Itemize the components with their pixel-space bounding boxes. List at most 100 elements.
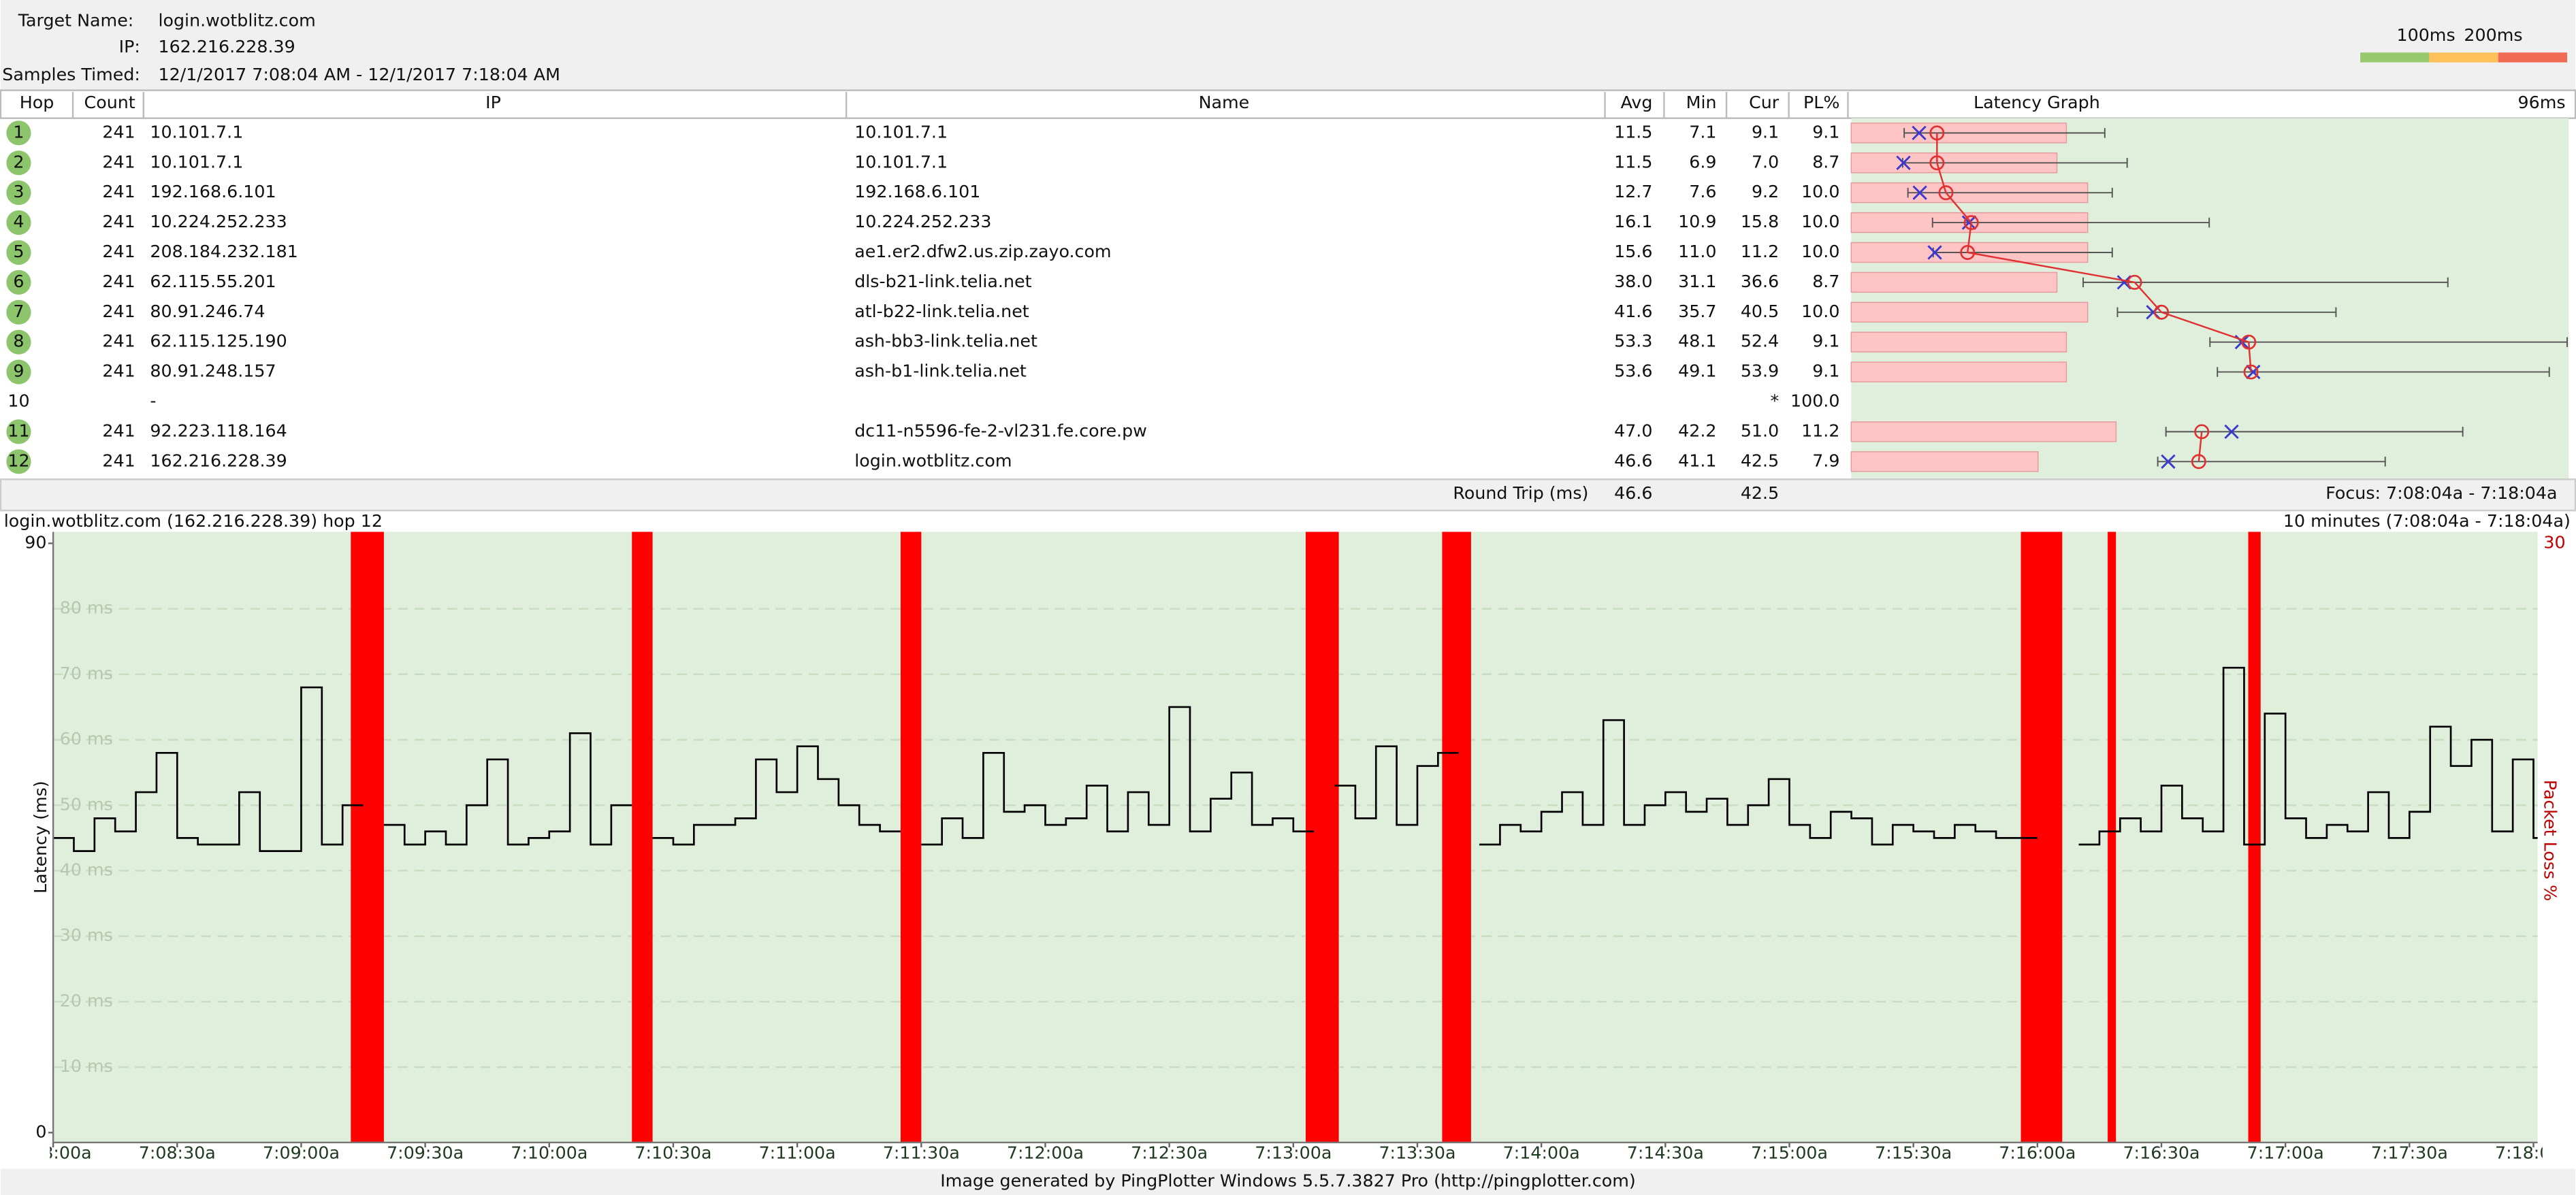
cell-count: 241 — [102, 241, 135, 261]
cell-avg: 15.6 — [1614, 241, 1652, 261]
cell-cur: 7.0 — [1752, 151, 1779, 171]
packet-loss-bar — [1850, 331, 2067, 353]
packet-loss-bar — [1850, 421, 2117, 442]
cell-avg: 47.0 — [1614, 420, 1652, 440]
packet-loss-bar — [1850, 451, 2039, 472]
cell-min: 35.7 — [1678, 301, 1716, 321]
cell-ip: 10.101.7.1 — [150, 121, 243, 142]
cell-cur: 36.6 — [1741, 271, 1779, 291]
cell-ip: 208.184.232.181 — [150, 241, 297, 261]
threshold-good — [2360, 52, 2430, 63]
chart-title: login.wotblitz.com (162.216.228.39) hop … — [4, 510, 383, 531]
column-header: Hop — [20, 92, 54, 112]
samples-range: 12/1/2017 7:08:04 AM - 12/1/2017 7:18:04… — [158, 64, 560, 84]
cell-min: 6.9 — [1689, 151, 1716, 171]
hop-badge — [6, 449, 31, 474]
x-tick-label: 7:11:00a — [759, 1143, 836, 1163]
cell-name: dc11-n5596-fe-2-vl231.fe.core.pw — [854, 420, 1147, 440]
cell-ip: 80.91.248.157 — [150, 361, 276, 381]
cell-name: ash-bb3-link.telia.net — [854, 331, 1037, 351]
x-tick-label: 7:13:00a — [1255, 1143, 1332, 1163]
cell-min: 31.1 — [1678, 271, 1716, 291]
cell-pl: 100.0 — [1790, 390, 1839, 410]
cell-name: atl-b22-link.telia.net — [854, 301, 1029, 321]
cell-name: login.wotblitz.com — [854, 450, 1012, 470]
graph-scale-label: 96ms — [2518, 92, 2566, 112]
cell-pl: 8.7 — [1812, 271, 1839, 291]
x-tick-label: 7:17:00a — [2247, 1143, 2324, 1163]
cell-pl: 9.1 — [1812, 361, 1839, 381]
x-tick-label: 7:08:30a — [139, 1143, 216, 1163]
chart-subtitle: 10 minutes (7:08:04a - 7:18:04a) — [2283, 510, 2571, 531]
threshold-label: 100ms — [2396, 24, 2455, 45]
column-header: Latency Graph — [1974, 92, 2100, 112]
hop-number: 2 — [13, 151, 24, 171]
cell-ip: 10.101.7.1 — [150, 151, 243, 171]
threshold-bad — [2498, 52, 2568, 63]
cur-marker — [1961, 215, 1977, 230]
y-tick-label: 20 ms — [60, 990, 113, 1011]
cell-min: 49.1 — [1678, 361, 1716, 381]
avg-marker — [2154, 304, 2170, 320]
hop-badge — [6, 210, 31, 235]
hop-number: 5 — [13, 241, 24, 261]
hop-badge — [6, 329, 31, 355]
y-tick-label: 0 — [35, 1121, 46, 1141]
hop-number: 6 — [13, 271, 24, 291]
table-header-bg — [0, 89, 2576, 119]
hop-number: 9 — [13, 361, 24, 381]
cell-ip: 62.115.125.190 — [150, 331, 287, 351]
hop-number: 7 — [13, 301, 24, 321]
x-tick-label: 7:16:30a — [2123, 1143, 2200, 1163]
cell-pl: 9.1 — [1812, 121, 1839, 142]
column-header: Avg — [1621, 92, 1653, 112]
threshold-warn — [2429, 52, 2498, 63]
packet-loss-bar — [2248, 531, 2261, 1143]
cell-cur: 51.0 — [1741, 420, 1779, 440]
hop-badge — [6, 269, 31, 295]
x-tick-label: 7:10:00a — [511, 1143, 587, 1163]
packet-loss-bar — [632, 531, 653, 1143]
x-tick-label: 7:13:30a — [1379, 1143, 1455, 1163]
cell-avg: 46.6 — [1614, 450, 1652, 470]
cell-cur: 9.2 — [1752, 181, 1779, 201]
target-ip: 162.216.228.39 — [158, 36, 295, 56]
x-tick-label: 7:12:00a — [1007, 1143, 1084, 1163]
hop-badge — [6, 120, 31, 146]
avg-marker — [2191, 454, 2206, 470]
footer: Image generated by PingPlotter Windows 5… — [940, 1171, 1636, 1191]
cell-cur: 15.8 — [1741, 211, 1779, 231]
cell-count: 241 — [102, 121, 135, 142]
x-tick-label: 7:10:30a — [634, 1143, 711, 1163]
hop-number: 10 — [7, 390, 29, 410]
hop-number: 3 — [13, 181, 24, 201]
hop-number: 11 — [7, 420, 29, 440]
hop-number: 1 — [13, 121, 24, 142]
x-tick-label: 7:11:30a — [883, 1143, 960, 1163]
cell-name: ae1.er2.dfw2.us.zip.zayo.com — [854, 241, 1111, 261]
cell-pl: 11.2 — [1801, 420, 1839, 440]
footer-bg — [0, 1168, 2576, 1195]
round-trip-label: Round Trip (ms) — [1453, 482, 1588, 503]
x-tick-label: 7:09:00a — [263, 1143, 340, 1163]
cell-avg: 11.5 — [1614, 121, 1652, 142]
cell-cur: * — [1771, 390, 1780, 410]
cell-count: 241 — [102, 450, 135, 470]
avg-marker — [2194, 424, 2210, 440]
cell-name: 10.101.7.1 — [854, 121, 948, 142]
packet-loss-bar — [1306, 531, 1339, 1143]
latency-line — [53, 666, 2538, 852]
hop-number: 8 — [13, 331, 24, 351]
avg-marker — [1963, 215, 1979, 231]
avg-marker — [2127, 274, 2142, 290]
column-header: PL% — [1803, 92, 1839, 112]
avg-marker — [1960, 245, 1976, 260]
cell-pl: 7.9 — [1812, 450, 1839, 470]
cell-pl: 9.1 — [1812, 331, 1839, 351]
hop-number: 4 — [13, 211, 24, 231]
column-header: Cur — [1749, 92, 1780, 112]
avg-marker — [1929, 155, 1945, 171]
cell-count: 241 — [102, 211, 135, 231]
cell-min: 7.6 — [1689, 181, 1716, 201]
x-tick-label: 7:08:00a — [15, 1143, 92, 1163]
